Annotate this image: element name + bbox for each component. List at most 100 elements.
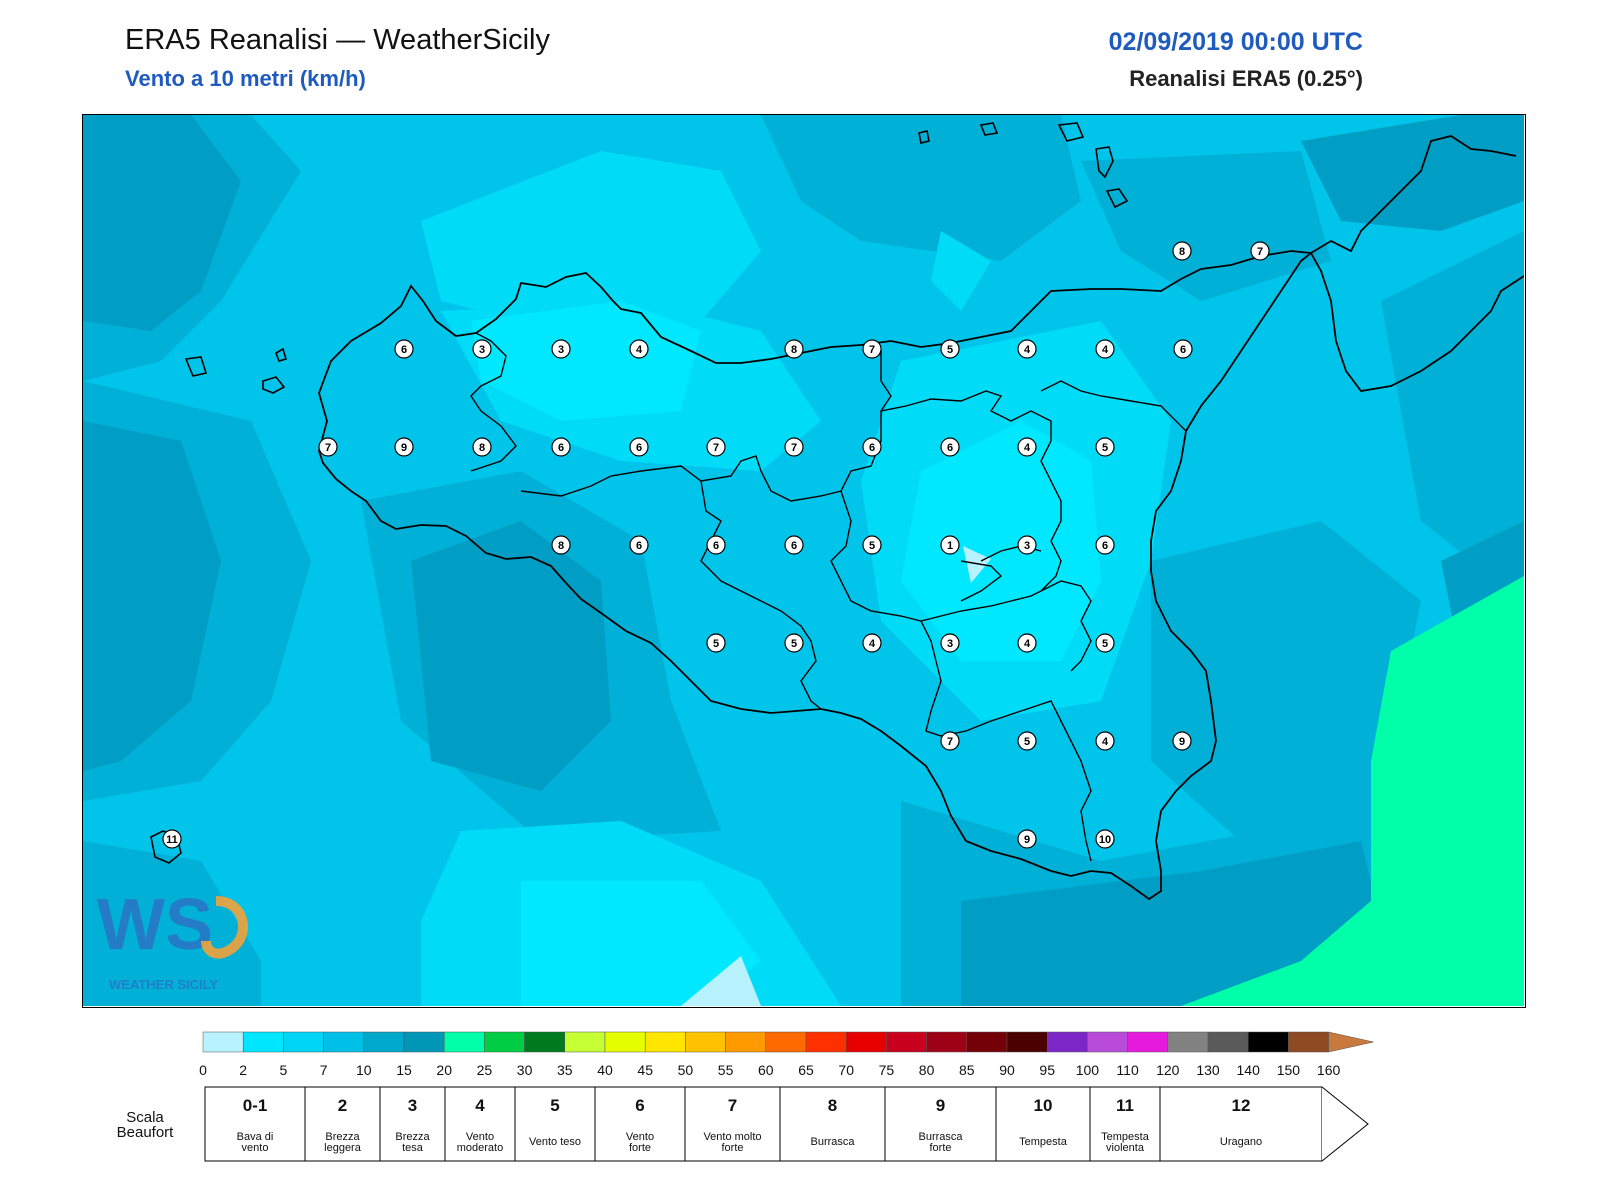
- colorbar-cell: [443, 1031, 485, 1053]
- station-value: 9: [1024, 834, 1030, 846]
- station-value: 3: [1024, 540, 1030, 552]
- station-value: 3: [947, 638, 953, 650]
- beaufort-number: 7: [728, 1096, 737, 1115]
- station-marker: 7: [706, 437, 726, 457]
- colorbar-tick-label: 5: [280, 1062, 288, 1078]
- station-value: 8: [479, 442, 485, 454]
- beaufort-cell: 2 Brezza leggera: [304, 1086, 381, 1162]
- colorbar-cell: [1167, 1031, 1209, 1053]
- station-value: 7: [791, 442, 797, 454]
- colorbar-tick-label: 85: [959, 1062, 975, 1078]
- colorbar: 0 2 5 7 10 15 20 25 30 35 40 45 50 55 60 65 70 75 80 85 90 95…: [199, 1031, 1374, 1078]
- beaufort-cell: 6 Vento forte: [594, 1086, 686, 1162]
- station-value: 6: [713, 540, 719, 552]
- colorbar-tick-label: 80: [919, 1062, 935, 1078]
- beaufort-number: 9: [936, 1096, 945, 1115]
- beaufort-arrow: [1321, 1086, 1369, 1162]
- station-value: 5: [1024, 736, 1030, 748]
- beaufort-name: Burrasca: [810, 1136, 855, 1148]
- colorbar-tick-label: 10: [356, 1062, 372, 1078]
- station-marker: 5: [784, 633, 804, 653]
- colorbar-cell: [202, 1031, 244, 1053]
- station-value: 6: [947, 442, 953, 454]
- station-value: 5: [713, 638, 719, 650]
- colorbar-cell: [845, 1031, 887, 1053]
- beaufort-number: 6: [635, 1096, 644, 1115]
- beaufort-name: Tempesta violenta: [1101, 1131, 1150, 1154]
- station-value: 4: [636, 344, 643, 356]
- station-marker: 6: [629, 535, 649, 555]
- colorbar-tick-label: 35: [557, 1062, 573, 1078]
- beaufort-cell: 12 Uragano: [1159, 1086, 1323, 1162]
- station-value: 8: [1179, 246, 1185, 258]
- station-marker: 7: [1250, 241, 1270, 261]
- station-marker: 3: [1017, 535, 1037, 555]
- colorbar-tick-label: 120: [1156, 1062, 1180, 1078]
- colorbar-tick-label: 160: [1317, 1062, 1341, 1078]
- station-marker: 9: [1172, 731, 1192, 751]
- beaufort-cell: 7 Vento molto forte: [684, 1086, 781, 1162]
- station-value: 6: [869, 442, 875, 454]
- colorbar-tick-label: 20: [436, 1062, 452, 1078]
- station-value: 7: [947, 736, 953, 748]
- beaufort-number: 5: [550, 1096, 559, 1115]
- beaufort-name: Burrasca forte: [918, 1131, 963, 1154]
- beaufort-number: 4: [475, 1096, 485, 1115]
- station-value: 5: [1102, 638, 1108, 650]
- station-value: 6: [636, 540, 642, 552]
- station-value: 4: [1102, 736, 1109, 748]
- beaufort-name: Uragano: [1220, 1136, 1262, 1148]
- weathersicily-logo: WS WEATHER SICILY: [97, 885, 248, 992]
- colorbar-tick-label: 140: [1237, 1062, 1261, 1078]
- calabria-coastline: [1310, 135, 1524, 392]
- beaufort-number: 3: [408, 1096, 417, 1115]
- station-marker: 8: [472, 437, 492, 457]
- station-value: 5: [791, 638, 797, 650]
- beaufort-cell: 4 Vento moderato: [444, 1086, 516, 1162]
- colorbar-cell: [242, 1031, 284, 1053]
- colorbar-cell: [1127, 1031, 1169, 1053]
- colorbar-tick-label: 90: [999, 1062, 1015, 1078]
- colorbar-cell: [363, 1031, 405, 1053]
- colorbar-tick-label: 95: [1039, 1062, 1055, 1078]
- station-marker: 4: [1017, 437, 1037, 457]
- colorbar-tick-label: 100: [1076, 1062, 1100, 1078]
- station-marker: 6: [1095, 535, 1115, 555]
- station-marker: 5: [1017, 731, 1037, 751]
- station-value: 1: [947, 540, 953, 552]
- forecast-datetime: 02/09/2019 00:00 UTC: [1108, 28, 1363, 56]
- colorbar-cell: [524, 1031, 566, 1053]
- colorbar-cell: [564, 1031, 606, 1053]
- colorbar-cell: [805, 1031, 847, 1053]
- station-value: 3: [479, 344, 485, 356]
- beaufort-name: Vento forte: [626, 1131, 654, 1154]
- station-marker: 9: [1017, 829, 1037, 849]
- colorbar-cell: [1046, 1031, 1088, 1053]
- station-marker: 6: [940, 437, 960, 457]
- beaufort-cell: 5 Vento teso: [514, 1086, 596, 1162]
- beaufort-number: 10: [1034, 1096, 1053, 1115]
- beaufort-label: Scala Beaufort: [116, 1109, 174, 1141]
- beaufort-name: Vento teso: [529, 1136, 581, 1148]
- colorbar-extend-arrow: [1328, 1031, 1374, 1053]
- station-marker: 8: [1172, 241, 1192, 261]
- beaufort-number: 0-1: [243, 1096, 268, 1115]
- colorbar-tick-label: 55: [718, 1062, 734, 1078]
- colorbar-tick-label: 60: [758, 1062, 774, 1078]
- station-markers: 8 7 6 3 3 4 8 7 5 4 4 6 7 9 8 6 6 7 7 6 6 4 5 8 6 6 6 5 1 3 6 5 5 4 3 4 5 7 5 4…: [162, 241, 1270, 849]
- colorbar-tick-label: 40: [597, 1062, 613, 1078]
- station-value: 10: [1099, 834, 1111, 846]
- beaufort-scale: 0-1 Bava di vento 2 Brezza leggera 3 Brezza tesa…: [204, 1086, 1369, 1162]
- station-value: 6: [636, 442, 642, 454]
- wind-field-15-20: [1181, 576, 1524, 1006]
- station-value: 4: [1024, 344, 1031, 356]
- station-marker: 5: [862, 535, 882, 555]
- beaufort-number: 2: [338, 1096, 347, 1115]
- beaufort-name: Vento moderato: [457, 1131, 503, 1154]
- station-marker: 8: [784, 339, 804, 359]
- beaufort-cell: 8 Burrasca: [779, 1086, 886, 1162]
- station-value: 7: [1257, 246, 1263, 258]
- model-label: Reanalisi ERA5 (0.25°): [1129, 66, 1363, 91]
- station-value: 5: [947, 344, 953, 356]
- colorbar-tick-label: 150: [1277, 1062, 1301, 1078]
